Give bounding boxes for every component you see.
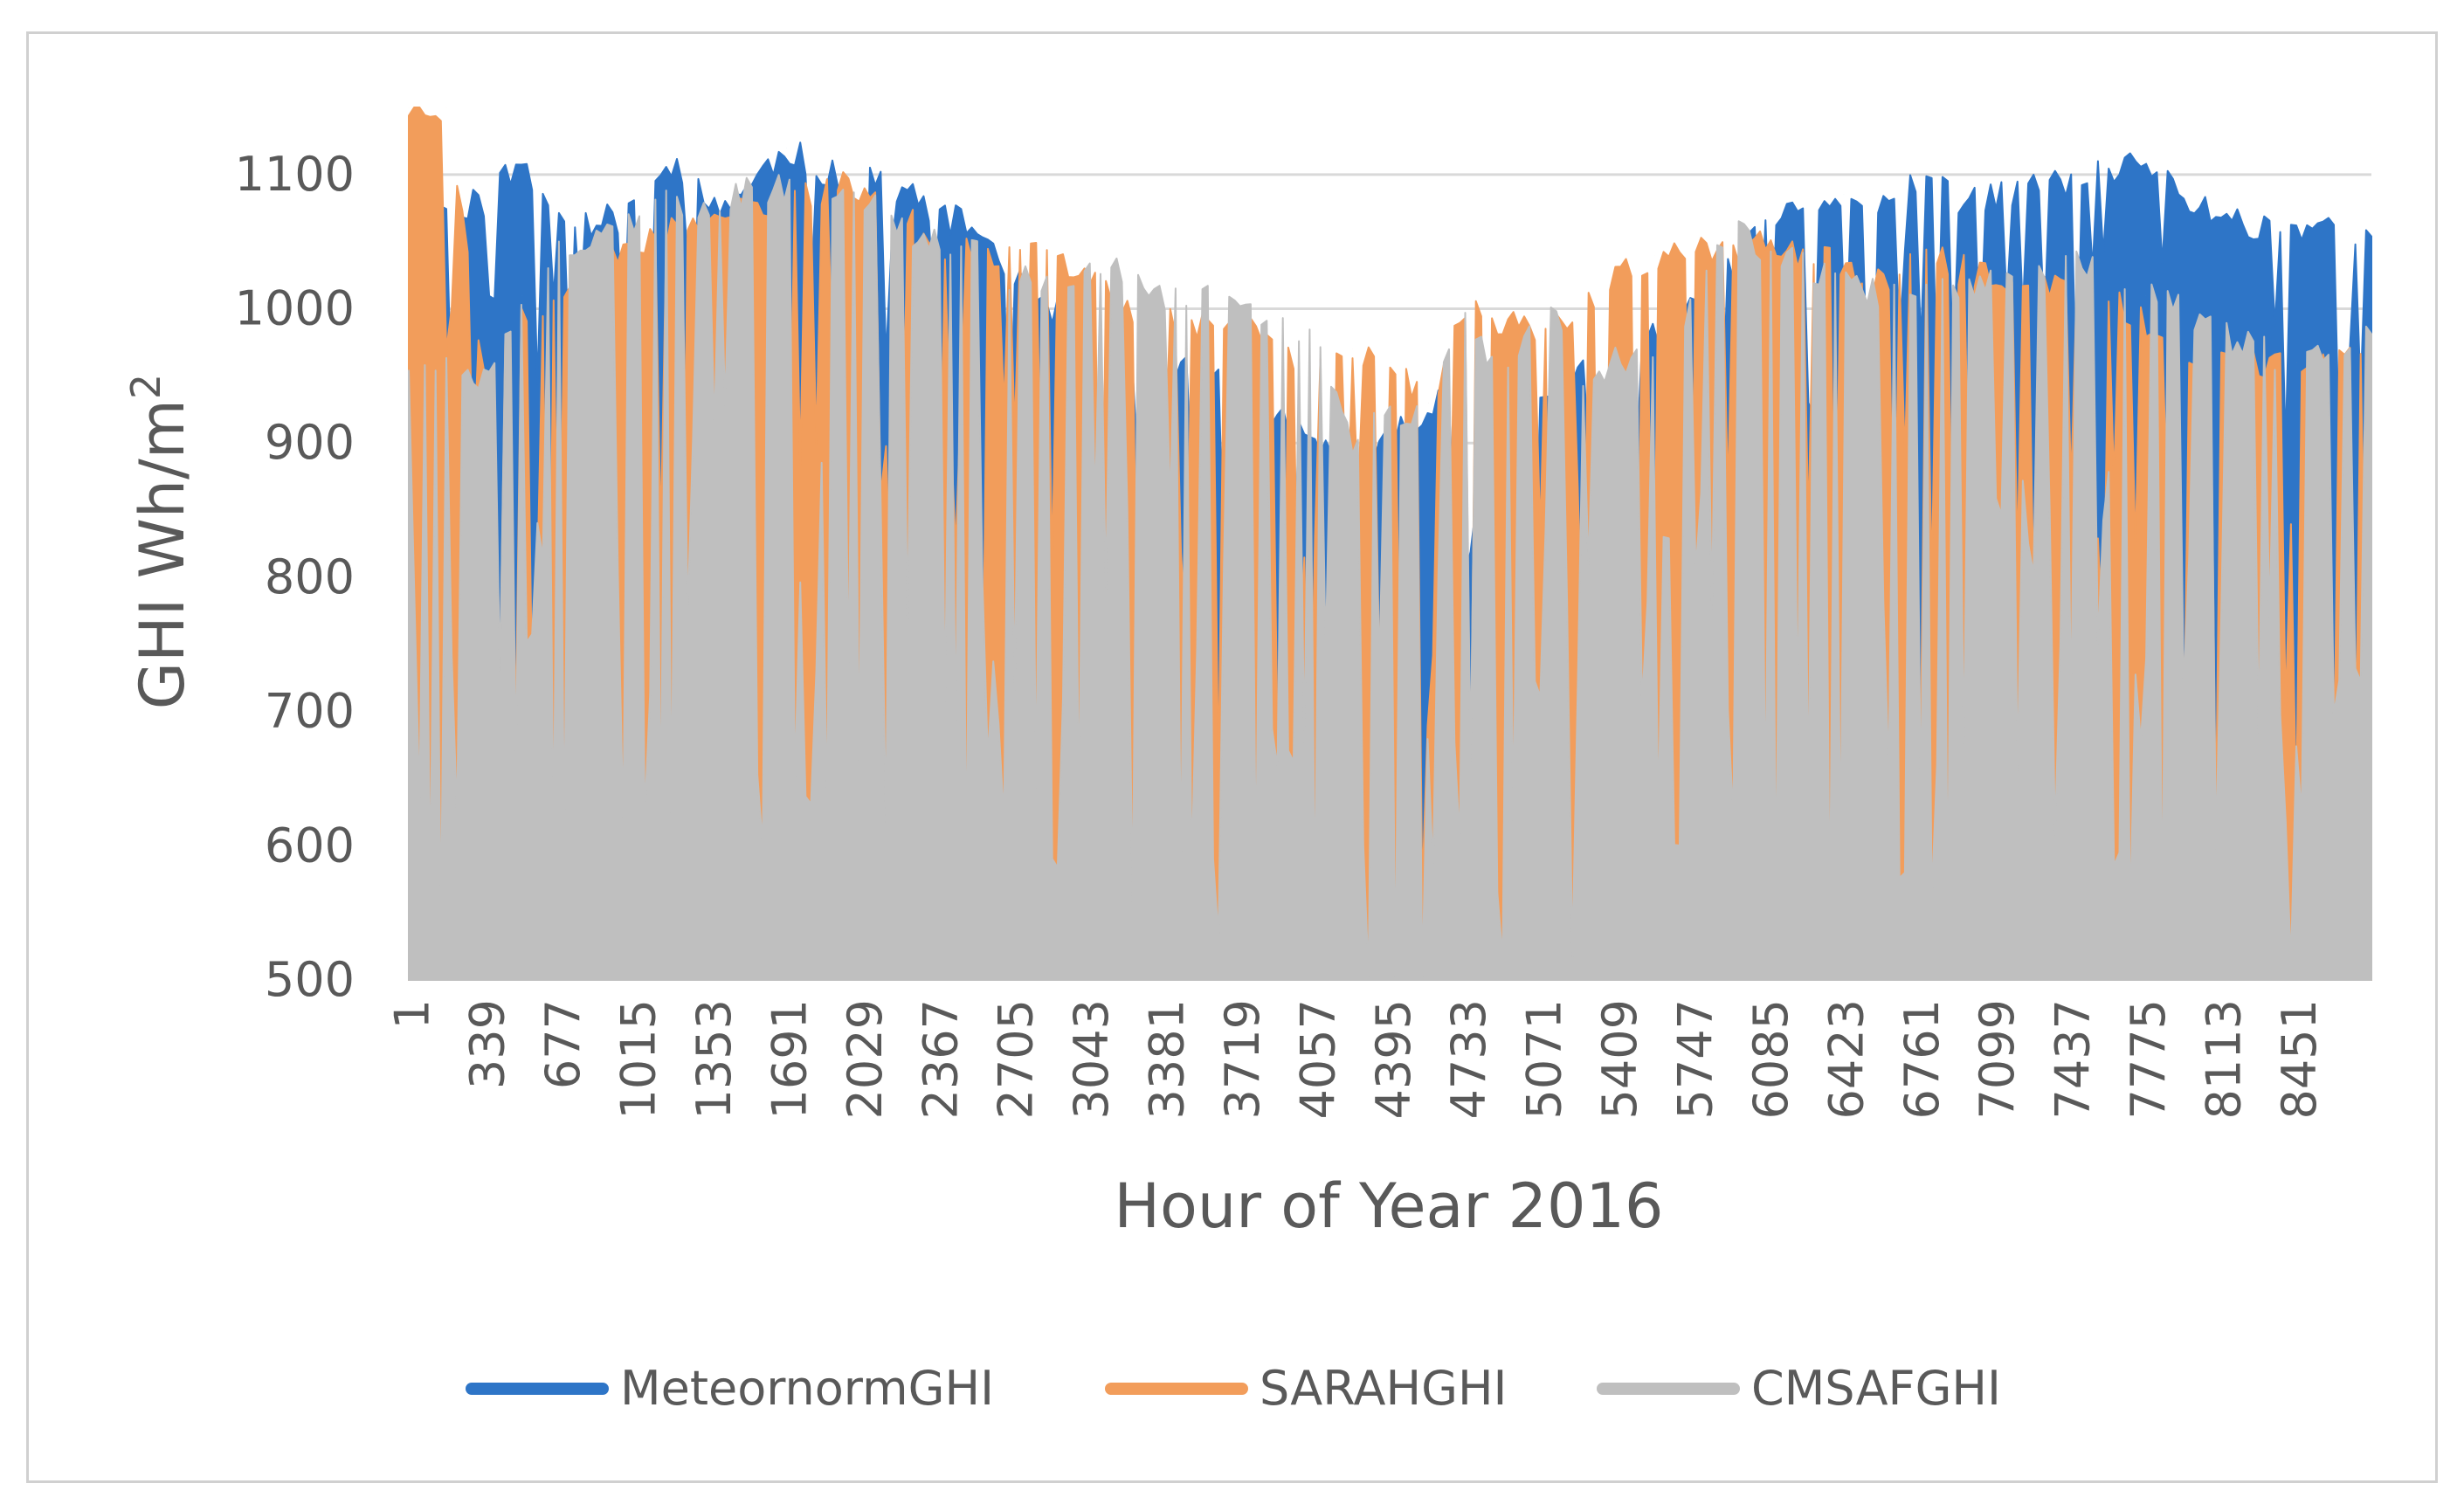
x-tick-label: 5747 (1668, 999, 1723, 1119)
y-axis-title-text: GHI Wh/m (127, 399, 198, 709)
x-axis-title: Hour of Year 2016 (1114, 1170, 1663, 1242)
y-axis-title: GHI Wh/m2 (122, 374, 198, 709)
x-tick-label: 7775 (2121, 999, 2176, 1119)
x-tick-label: 2029 (838, 999, 893, 1119)
x-tick-label: 6761 (1895, 999, 1950, 1119)
legend-label: SARAHGHI (1260, 1361, 1507, 1416)
x-tick-label: 7099 (1970, 999, 2025, 1119)
y-tick-label: 600 (265, 818, 355, 873)
x-tick-label: 6423 (1819, 999, 1874, 1119)
y-tick-label: 700 (265, 684, 355, 739)
legend: MeteornormGHI SARAHGHI CMSAFGHI (466, 1361, 2001, 1416)
y-axis-ticks: 500 600 700 800 900 1000 1100 (235, 147, 355, 1007)
x-tick-label: 1353 (687, 999, 742, 1119)
area-cmsaf (408, 174, 2372, 981)
x-tick-label: 339 (460, 999, 515, 1089)
legend-label: CMSAFGHI (1751, 1361, 2001, 1416)
x-tick-label: 3381 (1140, 999, 1195, 1119)
y-tick-label: 900 (265, 415, 355, 470)
x-tick-label: 7437 (2046, 999, 2101, 1119)
x-tick-label: 4733 (1441, 999, 1496, 1119)
x-tick-label: 4057 (1290, 999, 1345, 1119)
legend-label: MeteornormGHI (620, 1361, 994, 1416)
x-axis-ticks: 1 339 677 1015 1353 1691 2029 2367 2705 3043 3381 3… (384, 999, 2327, 1119)
x-tick-label: 2705 (989, 999, 1044, 1119)
y-tick-label: 800 (265, 549, 355, 604)
x-tick-label: 5409 (1592, 999, 1647, 1119)
y-tick-label: 1000 (235, 281, 355, 336)
x-tick-label: 1691 (762, 999, 817, 1119)
y-axis-title-superscript: 2 (122, 374, 169, 399)
series-cmsaf (408, 174, 2372, 981)
y-tick-label: 1100 (235, 147, 355, 202)
x-tick-label: 8451 (2272, 999, 2327, 1119)
x-tick-label: 2367 (913, 999, 968, 1119)
x-tick-label: 5071 (1517, 999, 1572, 1119)
x-tick-label: 3719 (1215, 999, 1270, 1119)
y-tick-label: 500 (265, 952, 355, 1007)
x-tick-label: 3043 (1064, 999, 1119, 1119)
x-tick-label: 4395 (1366, 999, 1421, 1119)
x-tick-label: 1 (384, 999, 439, 1029)
x-tick-label: 6085 (1743, 999, 1798, 1119)
x-tick-label: 8113 (2196, 999, 2251, 1119)
x-tick-label: 1015 (611, 999, 666, 1119)
x-tick-label: 677 (535, 999, 590, 1089)
